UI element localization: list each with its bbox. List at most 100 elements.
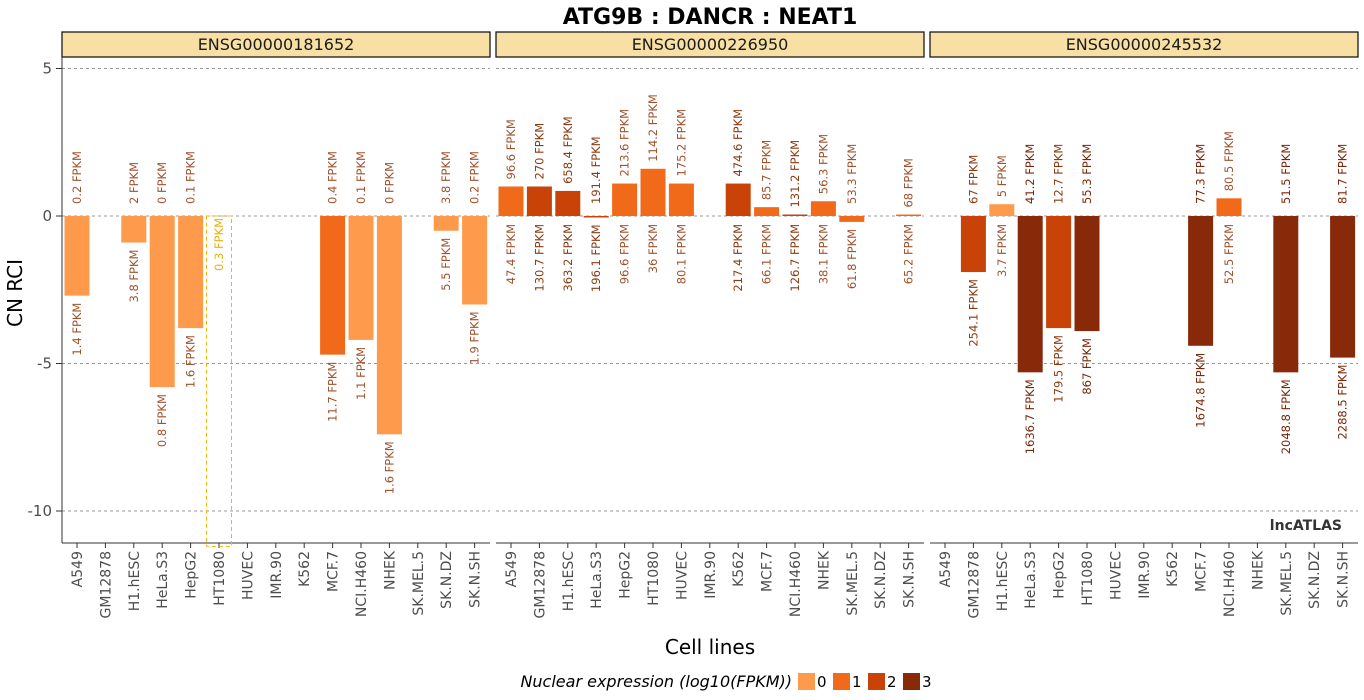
bar-rect [1017,216,1043,373]
x-tick-label: SK.N.DZ [1307,551,1323,609]
facet-strip-label: ENSG00000245532 [1066,35,1223,54]
bar-rect [498,186,524,216]
bar-rect [896,214,922,216]
x-tick-label: NHEK [382,550,398,590]
bar-label-top: 2 FPKM [127,162,141,204]
bar-label-top: 0 FPKM [382,162,396,204]
bar-label-bottom: 66.1 FPKM [760,224,774,284]
bar-label-bottom: 1.4 FPKM [70,303,84,356]
bar-label-bottom: 36 FPKM [646,224,660,273]
bar-label-top: 12.7 FPKM [1052,144,1066,204]
watermark-label: lncATLAS [1270,518,1342,534]
x-tick-label: NHEK [1250,550,1266,590]
legend-key-label: 3 [922,673,932,691]
panel-layer: ENSG00000181652 A549 GM12878 H1.hESC HeLa.S3… [61,31,1359,618]
x-tick-label: HeLa.S3 [155,551,171,609]
bar-label-bottom: 254.1 FPKM [966,279,980,347]
x-tick-label: HT1080 [1080,551,1096,606]
bar-label-top: 658.4 FPKM [561,116,575,184]
bar-rect [149,216,175,388]
x-tick-label: SK.N.DZ [439,551,455,609]
bar-rect [64,216,90,296]
facet-strip-label: ENSG00000181652 [198,35,355,54]
facet-panel: ENSG00000226950 A549 GM12878 H1.hESC HeLa.S3… [495,31,925,618]
bar-label-bottom: 3.7 FPKM [995,224,1009,277]
x-tick-label: IMR.90 [269,551,285,599]
bar-label-top: 67 FPKM [966,155,980,204]
bar-label-bottom: 1.1 FPKM [354,347,368,400]
bar-rect [1273,216,1299,373]
bar-rect [526,186,552,216]
bar-rect [348,216,374,340]
x-tick-label: SK.MEL.5 [845,551,861,616]
bar-label-bottom: 80.1 FPKM [674,224,688,284]
x-tick-label: MCF.7 [326,551,342,592]
y-axis-title: CN RCI [3,259,27,327]
bar-rect [960,216,986,273]
bar-label-top: 191.4 FPKM [589,136,603,204]
x-tick-label: H1.hESC [127,551,143,611]
bar-label-top: 474.6 FPKM [731,109,745,177]
x-tick-label: HUVEC [1108,551,1124,600]
bar-rect [555,190,581,216]
bar-rect [1216,198,1242,216]
bar-rect [206,215,232,547]
bar-label-top: 0.2 FPKM [70,151,84,204]
bar-label-bottom: 1.9 FPKM [468,312,482,365]
bar-label-top: 0.2 FPKM [468,151,482,204]
x-tick-label: NCI.H460 [1222,551,1238,617]
bar-label-top: 0.4 FPKM [326,151,340,204]
bar-label-top: 53.3 FPKM [845,144,859,204]
bar-label-bottom: 2288.5 FPKM [1336,365,1350,440]
bar-rect [121,216,147,243]
bar-label-top: 5 FPKM [995,155,1009,197]
x-tick-label: IMR.90 [703,551,719,599]
bar-label-bottom: 1.6 FPKM [184,335,198,388]
bar-label-bottom: 130.7 FPKM [532,224,546,292]
y-tick-label: 0 [42,207,52,225]
bar-label-bottom: 38.1 FPKM [816,224,830,284]
y-tick-label: -10 [28,502,53,520]
bar-label-bottom: 11.7 FPKM [326,362,340,422]
bar-label-top: 131.2 FPKM [788,140,802,208]
bar-label-top: 270 FPKM [532,123,546,180]
bar-rect [668,183,694,216]
y-tick-label: 5 [42,60,52,78]
x-tick-label: A549 [504,551,520,587]
x-tick-label: H1.hESC [995,551,1011,611]
bar-label-top: 80.5 FPKM [1222,131,1236,191]
bar-label-bottom: 126.7 FPKM [788,224,802,292]
legend-title: Nuclear expression (log10(FPKM)) [520,672,792,691]
bar-label-bottom: 65.2 FPKM [902,224,916,284]
x-tick-label: SK.MEL.5 [1279,551,1295,616]
bar-rect [754,207,780,216]
bar-label-bottom: 1636.7 FPKM [1023,379,1037,454]
x-tick-label: A549 [70,551,86,587]
bar-rect [376,216,402,435]
x-tick-label: A549 [938,551,954,587]
x-tick-label: HepG2 [184,551,200,599]
x-tick-label: MCF.7 [760,551,776,592]
legend: Nuclear expression (log10(FPKM)) 0 1 2 3 [520,672,931,691]
bar-label-top: 175.2 FPKM [674,109,688,177]
bar-label-bottom: 1.6 FPKM [382,441,396,494]
bar-rect [782,214,808,216]
bar-label-top: 68 FPKM [902,158,916,207]
bar-label-bottom: 61.8 FPKM [845,229,859,289]
x-tick-label: HepG2 [618,551,634,599]
x-tick-label: HT1080 [212,551,228,606]
x-tick-label: SK.MEL.5 [411,551,427,616]
bar-label-top: 56.3 FPKM [816,134,830,194]
bar-label-bottom: 363.2 FPKM [561,224,575,292]
bar-label-top: 0.1 FPKM [354,151,368,204]
bar-label-bottom: 867 FPKM [1080,338,1094,395]
x-tick-label: GM12878 [98,551,114,618]
legend-swatch [903,673,920,690]
x-tick-label: IMR.90 [1137,551,1153,599]
facet-strip [61,31,491,58]
x-tick-label: SK.N.SH [468,551,484,608]
x-tick-label: HeLa.S3 [1023,551,1039,609]
x-tick-label: NHEK [816,550,832,590]
bar-label-bottom: 2048.8 FPKM [1279,379,1293,454]
